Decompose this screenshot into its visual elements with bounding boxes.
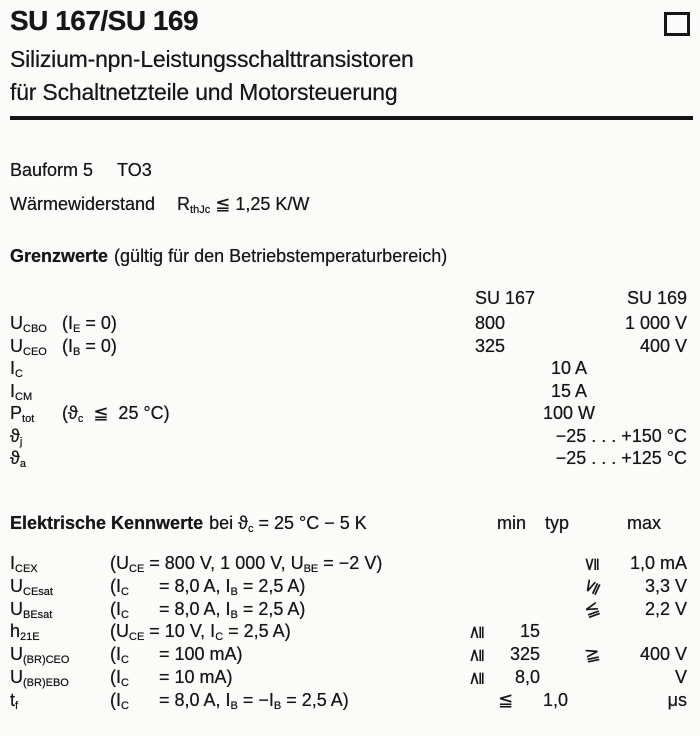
max-value: 3,3 V	[644, 575, 687, 596]
param-label: U(BR)EBO	[10, 666, 69, 689]
table-row-icm: ICM 15 A	[10, 380, 687, 403]
range-value: −25 . . . +125 °C	[555, 448, 687, 468]
table-row-theta-a: ϑa −25 . . . +125 °C	[10, 447, 687, 470]
min-symbol: ≦	[498, 689, 514, 711]
column-header-su167: SU 167	[475, 288, 536, 308]
condition: (IC = 8,0 A, IB = −IB = 2,5 A)	[110, 689, 349, 712]
max-value: 2,2 V	[644, 598, 687, 619]
shared-value: 100 W	[542, 403, 596, 423]
grenzwerte-heading-rest: (gültig für den Betriebstemperaturbereic…	[114, 246, 448, 266]
table-row-uceo: UCEO (IB = 0) 325 400 V	[10, 335, 687, 358]
min-symbol: ≧	[466, 670, 488, 686]
condition: (IC = 8,0 A, IB = 2,5 A)	[110, 575, 306, 598]
header-divider	[10, 116, 693, 120]
condition: (IB = 0)	[62, 335, 117, 358]
table-row-ptot: Ptot (ϑc ≦ 25 °C) 100 W	[10, 402, 687, 425]
min-value: 325	[509, 644, 540, 665]
param-label: UBEsat	[10, 598, 53, 621]
condition: (ϑc ≦ 25 °C)	[62, 403, 170, 425]
kennwerte-table: ICEX (UCE = 800 V, 1 000 V, UBE = −2 V) …	[10, 552, 687, 712]
su167-value: 800	[475, 313, 506, 333]
table-row-h21e: h21E (UCE = 10 V, IC = 2,5 A) ≧ 15	[10, 620, 687, 643]
param-label: ϑa	[10, 448, 26, 470]
bauform-value: TO3	[117, 160, 152, 180]
param-label: UCBO	[10, 313, 47, 335]
corner-square-icon	[664, 12, 690, 36]
condition: (IC = 8,0 A, IB = 2,5 A)	[110, 598, 306, 621]
column-header-typ: typ	[545, 513, 570, 533]
kennwerte-heading-bold: Elektrische Kennwerte	[10, 513, 204, 533]
param-label: ICEX	[10, 553, 38, 575]
table-row-ucesat: UCEsat (IC = 8,0 A, IB = 2,5 A) ≦ 3,3 V	[10, 575, 687, 599]
bauform-label: Bauform 5	[10, 160, 94, 180]
table-row-theta-j: ϑj −25 . . . +150 °C	[10, 425, 687, 448]
page-title: SU 167/SU 169	[10, 5, 199, 36]
kennwerte-heading-rest: bei ϑc = 25 °C − 5 K	[209, 513, 367, 535]
min-value: 8,0	[514, 666, 540, 687]
su167-value: 325	[475, 335, 506, 356]
param-label: U(BR)CEO	[10, 644, 70, 667]
thermal-label: Wärmewiderstand	[10, 194, 156, 214]
su169-value: 400 V	[639, 335, 687, 356]
unit-value: V	[674, 666, 687, 687]
min-value: 1,0	[542, 689, 568, 710]
condition: (IC = 10 mA)	[110, 666, 233, 689]
page-subtitle-line1: Silizium-npn-Leistungsschalttransistoren	[10, 46, 414, 72]
table-row-icex: ICEX (UCE = 800 V, 1 000 V, UBE = −2 V) …	[10, 552, 687, 575]
table-row-ucbo: UCBO (IE = 0) 800 1 000 V	[10, 312, 687, 335]
param-label: tf	[10, 689, 19, 712]
min-value: 15	[519, 621, 540, 642]
grenzwerte-table: UCBO (IE = 0) 800 1 000 V UCEO (IB = 0) …	[10, 312, 687, 470]
param-label: IC	[10, 358, 23, 380]
column-header-min: min	[497, 513, 527, 533]
page-subtitle-line2: für Schaltnetzteile und Motorsteuerung	[10, 79, 398, 105]
max-value: 400 V	[639, 644, 687, 665]
param-label: h21E	[10, 621, 40, 644]
thermal-resistance-line: Wärmewiderstand RthJc ≦ 1,25 K/W	[10, 194, 687, 216]
param-label: UCEsat	[10, 575, 53, 598]
range-value: −25 . . . +150 °C	[555, 425, 687, 446]
condition: (IE = 0)	[62, 313, 117, 335]
shared-value: 10 A	[550, 358, 588, 378]
grenzwerte-heading: Grenzwerte (gültig für den Betriebstemper…	[10, 246, 687, 267]
table-row-ic: IC 10 A	[10, 357, 687, 380]
condition: (UCE = 800 V, 1 000 V, UBE = −2 V)	[110, 553, 383, 575]
kennwerte-heading: Elektrische Kennwerte bei ϑc = 25 °C − 5 …	[10, 513, 687, 535]
param-label: ICM	[10, 380, 33, 403]
condition: (IC = 100 mA)	[110, 644, 243, 667]
table-row-tf: tf (IC = 8,0 A, IB = −IB = 2,5 A) ≦ 1,0 …	[10, 689, 687, 712]
grenzwerte-column-headers: SU 167 SU 169	[10, 287, 687, 310]
grenzwerte-heading-bold: Grenzwerte	[10, 246, 109, 266]
thermal-value: RthJc ≦ 1,25 K/W	[177, 194, 310, 216]
unit-value: μs	[667, 689, 687, 710]
param-label: UCEO	[10, 335, 47, 358]
column-header-su169: SU 169	[626, 288, 687, 308]
param-label: Ptot	[10, 403, 35, 425]
max-value: 1,0 mA	[629, 553, 687, 573]
param-label: ϑj	[10, 425, 23, 448]
table-row-ubrceo: U(BR)CEO (IC = 100 mA) ≧ 325 ≧ 400 V	[10, 643, 687, 667]
shared-value: 15 A	[550, 380, 588, 401]
column-header-max: max	[627, 513, 662, 533]
condition: (UCE = 10 V, IC = 2,5 A)	[110, 621, 291, 644]
table-row-ubrebo: U(BR)EBO (IC = 10 mA) ≧ 8,0 V	[10, 666, 687, 689]
bauform-line: Bauform 5 TO3	[10, 160, 687, 181]
table-row-ubesat: UBEsat (IC = 8,0 A, IB = 2,5 A) ≦ 2,2 V	[10, 597, 687, 622]
su169-value: 1 000 V	[624, 313, 687, 333]
